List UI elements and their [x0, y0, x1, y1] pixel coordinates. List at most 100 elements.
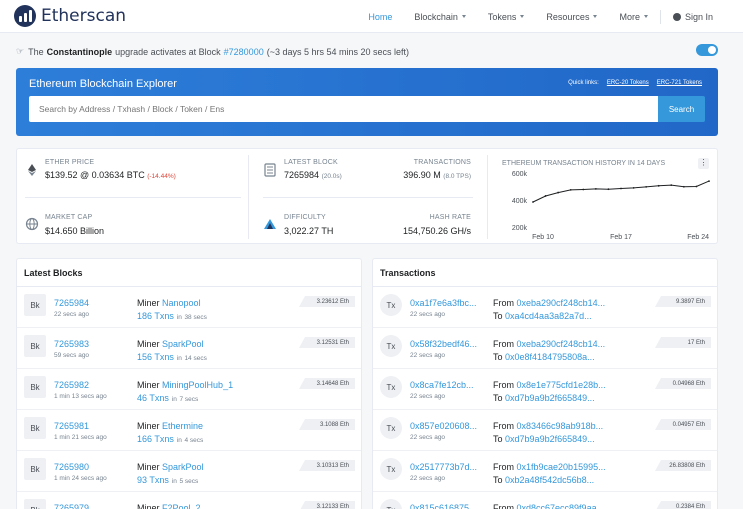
- data-point[interactable]: [695, 185, 698, 188]
- chevron-down-icon: [643, 15, 648, 18]
- sign-in-link[interactable]: Sign In: [672, 12, 713, 22]
- tx-to-link[interactable]: 0x0e8f4184795808a...: [505, 352, 595, 362]
- tx-to-link[interactable]: 0xb2a48f542dc56b8...: [505, 475, 595, 485]
- x-tick-label: Feb 24: [687, 234, 709, 241]
- data-point[interactable]: [544, 195, 547, 197]
- transactions-title: Transactions: [380, 268, 436, 278]
- block-row: Bk 7265982 1 min 13 secs ago Miner MiningPo…: [17, 369, 361, 410]
- block-time: 14 secs: [184, 355, 207, 362]
- tx-to-link[interactable]: 0xd7b9a9b2f665849...: [505, 434, 595, 444]
- miner-link[interactable]: MiningPoolHub_1: [162, 380, 234, 390]
- block-number-link[interactable]: 7265984: [54, 298, 90, 308]
- theme-toggle[interactable]: [696, 44, 718, 56]
- block-age: 59 secs ago: [54, 352, 90, 359]
- tx-from-link[interactable]: 0xd8cc67ecc89f9aa...: [516, 503, 605, 509]
- block-age: 1 min 24 secs ago: [54, 475, 107, 482]
- block-number-link[interactable]: 7265981: [54, 421, 90, 431]
- market-cap-label: MARKET CAP: [45, 214, 93, 221]
- tx-from-link[interactable]: 0x8e1e775cfd1e28b...: [516, 380, 606, 390]
- nav-home[interactable]: Home: [368, 12, 392, 22]
- tx-from-link[interactable]: 0x1fb9cae20b15995...: [516, 462, 606, 472]
- to-label: To: [493, 393, 503, 403]
- block-txns-link[interactable]: 46 Txns: [137, 393, 169, 403]
- nav-blockchain[interactable]: Blockchain: [414, 12, 466, 22]
- ether-price-label: ETHER PRICE: [45, 159, 95, 166]
- data-point[interactable]: [645, 186, 648, 188]
- data-point[interactable]: [594, 188, 597, 190]
- nav-resources[interactable]: Resources: [546, 12, 598, 22]
- in-label: in: [176, 437, 182, 444]
- data-point[interactable]: [620, 187, 622, 190]
- announcement-block-link[interactable]: #7280000: [223, 46, 264, 57]
- quick-link-erc20[interactable]: ERC-20 Tokens: [606, 80, 649, 86]
- tx-to-row: To 0x0e8f4184795808a...: [493, 352, 595, 362]
- block-txns-link[interactable]: 156 Txns: [137, 352, 174, 362]
- data-point[interactable]: [708, 180, 710, 182]
- data-point[interactable]: [532, 201, 534, 203]
- block-badge: Bk: [24, 294, 46, 316]
- data-point[interactable]: [657, 184, 660, 187]
- miner-link[interactable]: SparkPool: [162, 339, 204, 349]
- block-miner-row: Miner SparkPool: [137, 462, 204, 472]
- tx-from-link[interactable]: 0xeba290cf248cb14...: [516, 298, 606, 308]
- block-txns-link[interactable]: 166 Txns: [137, 434, 174, 444]
- block-number-link[interactable]: 7265980: [54, 462, 90, 472]
- data-point[interactable]: [569, 188, 572, 191]
- tx-hash-link[interactable]: 0x58f32bedf46...: [410, 339, 478, 349]
- tx-hash-link[interactable]: 0x857e020608...: [410, 421, 478, 431]
- announcement-prefix: The: [28, 46, 44, 57]
- block-miner-row: Miner MiningPoolHub_1: [137, 380, 233, 390]
- data-point[interactable]: [582, 188, 585, 191]
- server-icon: [264, 163, 276, 177]
- block-number-link[interactable]: 7265983: [54, 339, 90, 349]
- tx-to-link[interactable]: 0xa4cd4aa3a82a7d...: [505, 311, 592, 321]
- top-header: Etherscan Home Blockchain Tokens Resourc…: [0, 0, 743, 33]
- miner-link[interactable]: F2Pool_2: [162, 503, 201, 509]
- search-input[interactable]: [29, 96, 658, 122]
- block-txns-row: 93 Txns in 5 secs: [137, 475, 198, 485]
- chevron-down-icon: [461, 15, 466, 18]
- tx-hash-link[interactable]: 0x8ca7fe12cb...: [410, 380, 474, 390]
- tx-to-row: To 0xb2a48f542dc56b8...: [493, 475, 594, 485]
- block-miner-row: Miner SparkPool: [137, 339, 204, 349]
- tx-badge: Tx: [380, 417, 402, 439]
- tx-from-link[interactable]: 0x83466c98ab918b...: [516, 421, 604, 431]
- block-number-link[interactable]: 7265982: [54, 380, 90, 390]
- tx-from-row: From 0x8e1e775cfd1e28b...: [493, 380, 606, 390]
- tx-hash-link[interactable]: 0x2517773b7d...: [410, 462, 478, 472]
- more-options-icon[interactable]: ⋮: [698, 158, 709, 169]
- block-txns-link[interactable]: 93 Txns: [137, 475, 169, 485]
- nav-tokens[interactable]: Tokens: [488, 12, 525, 22]
- tx-hash-link[interactable]: 0x815c616875...: [410, 503, 477, 509]
- tx-hash-link[interactable]: 0xa1f7e6a3fbc...: [410, 298, 477, 308]
- search-button[interactable]: Search: [658, 96, 705, 122]
- miner-link[interactable]: SparkPool: [162, 462, 204, 472]
- data-point[interactable]: [607, 188, 610, 191]
- tx-from-link[interactable]: 0xeba290cf248cb14...: [516, 339, 606, 349]
- transaction-row: Tx 0x857e020608... 22 secs ago From 0x83466…: [373, 410, 717, 451]
- tx-age: 22 secs ago: [410, 393, 446, 400]
- block-age: 1 min 13 secs ago: [54, 393, 107, 400]
- nav-more[interactable]: More: [619, 12, 648, 22]
- transactions-row: 396.90 M (8.0 TPS): [403, 170, 471, 180]
- divider: [17, 286, 361, 287]
- block-time: 4 secs: [184, 437, 204, 444]
- ether-price-value: $139.52 @ 0.03634 BTC: [45, 170, 145, 180]
- tx-value: 0.04957 Eth: [655, 419, 711, 430]
- block-time: 38 secs: [184, 314, 207, 321]
- quick-link-erc721[interactable]: ERC-721 Tokens: [656, 80, 702, 86]
- miner-link[interactable]: Nanopool: [162, 298, 201, 308]
- data-point[interactable]: [682, 185, 685, 188]
- logo[interactable]: Etherscan: [14, 5, 126, 27]
- tx-to-link[interactable]: 0xd7b9a9b2f665849...: [505, 393, 595, 403]
- miner-link[interactable]: Ethermine: [162, 421, 204, 431]
- divider: [373, 286, 717, 287]
- block-row: Bk 7265984 22 secs ago Miner Nanopool 186 Tx…: [17, 287, 361, 328]
- data-point[interactable]: [632, 186, 635, 189]
- from-label: From: [493, 298, 514, 308]
- data-point[interactable]: [670, 184, 673, 187]
- block-txns-link[interactable]: 186 Txns: [137, 311, 174, 321]
- data-point[interactable]: [557, 191, 560, 194]
- block-number-link[interactable]: 7265979: [54, 503, 90, 509]
- tx-age: 22 secs ago: [410, 311, 446, 318]
